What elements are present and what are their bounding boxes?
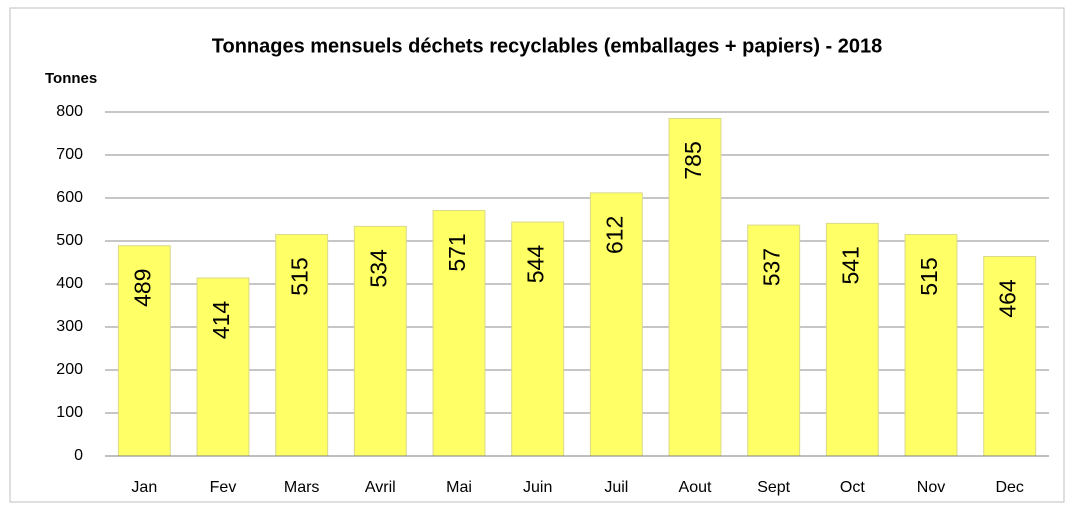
data-label: 534 <box>365 249 391 288</box>
bar <box>589 192 643 457</box>
x-tick-label: Fev <box>210 479 237 496</box>
x-tick-label: Avril <box>365 479 396 496</box>
bar <box>825 222 879 457</box>
y-tick-label: 300 <box>56 318 83 335</box>
chart-title: Tonnages mensuels déchets recyclables (e… <box>212 35 883 57</box>
data-label: 515 <box>287 257 313 295</box>
data-label: 571 <box>444 233 470 271</box>
bar <box>432 209 486 457</box>
x-tick-label: Mai <box>446 479 472 496</box>
bar <box>747 224 801 457</box>
data-label: 464 <box>995 279 1021 318</box>
y-tick-label: 600 <box>56 189 83 206</box>
bar <box>511 221 565 457</box>
y-tick-label: 500 <box>56 232 83 249</box>
data-label: 414 <box>208 301 234 340</box>
data-label: 612 <box>601 216 627 254</box>
y-tick-label: 0 <box>74 447 83 464</box>
y-tick-label: 200 <box>56 361 83 378</box>
y-tick-label: 400 <box>56 275 83 292</box>
y-tick-label: 800 <box>56 103 83 120</box>
data-label: 537 <box>759 248 785 286</box>
x-tick-label: Nov <box>917 479 945 496</box>
y-axis-label: Tonnes <box>45 70 97 87</box>
bar <box>983 255 1037 457</box>
x-tick-label: Oct <box>840 479 865 496</box>
bar <box>904 234 958 457</box>
data-label: 515 <box>916 257 942 295</box>
data-label: 541 <box>837 246 863 284</box>
x-tick-label: Jan <box>131 479 157 496</box>
y-tick-label: 100 <box>56 404 83 421</box>
data-label: 544 <box>523 245 549 284</box>
x-tick-label: Juin <box>523 479 552 496</box>
bar <box>668 117 722 457</box>
y-tick-label: 700 <box>56 146 83 163</box>
data-label: 489 <box>129 269 155 307</box>
x-tick-label: Dec <box>995 479 1023 496</box>
x-tick-label: Sept <box>757 479 790 496</box>
x-tick-label: Mars <box>284 479 320 496</box>
x-tick-label: Juil <box>604 479 628 496</box>
x-tick-label: Aout <box>679 479 712 496</box>
data-label: 785 <box>680 141 706 179</box>
